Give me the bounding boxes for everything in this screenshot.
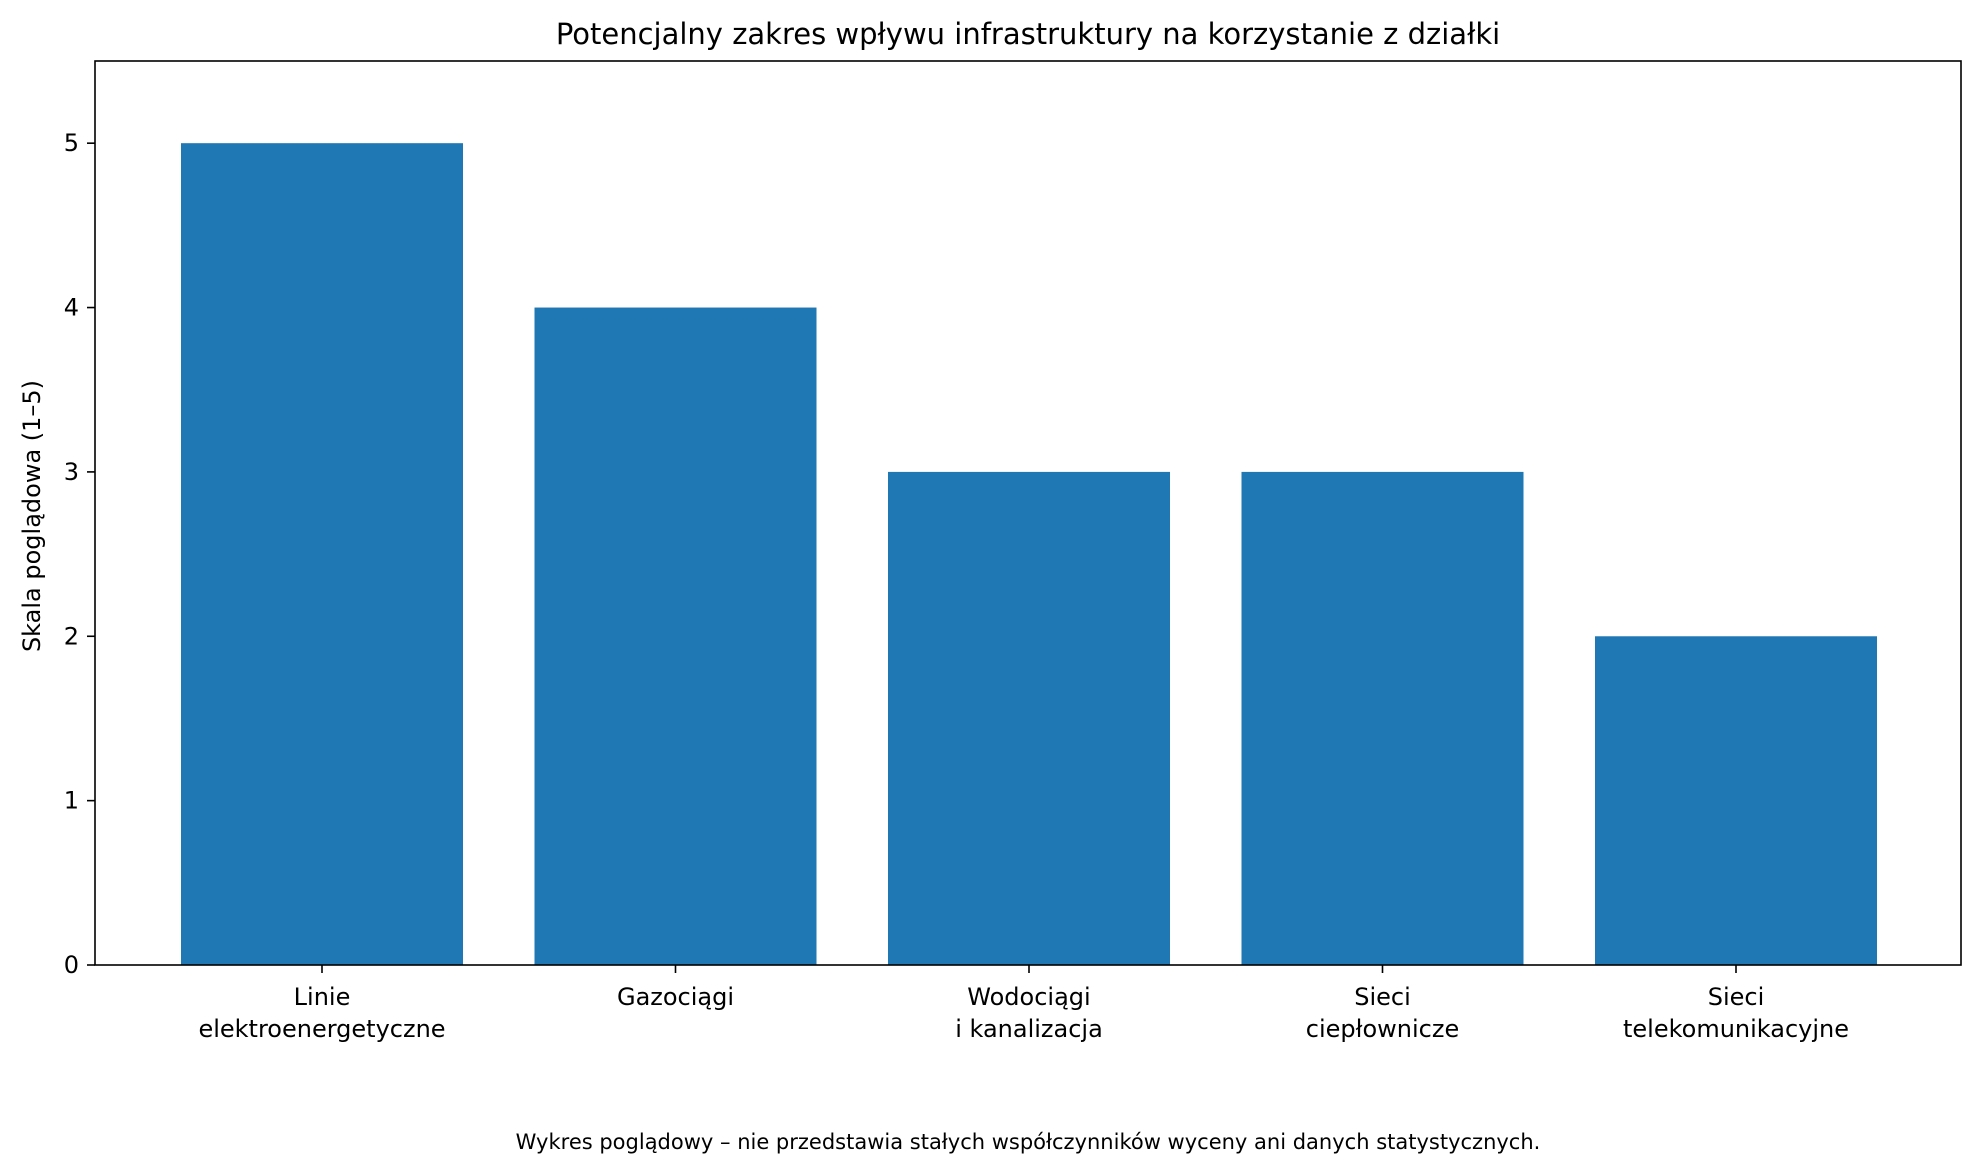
x-tick-label: Linie elektroenergetyczne xyxy=(198,983,445,1043)
x-tick-label-line: ciepłownicze xyxy=(1306,1015,1459,1043)
y-axis: 0 1 2 3 4 5 xyxy=(64,129,95,979)
x-tick-label-line: Gazociągi xyxy=(617,983,734,1011)
x-tick-label-line: telekomunikacyjne xyxy=(1623,1015,1849,1043)
x-tick-label: Sieci ciepłownicze xyxy=(1306,983,1459,1043)
chart-footnote: Wykres poglądowy – nie przedstawia stały… xyxy=(516,1130,1541,1154)
bar-4 xyxy=(1241,471,1524,965)
x-tick-label-line: Wodociągi xyxy=(967,983,1090,1011)
bar-1 xyxy=(181,143,463,965)
y-tick-label: 0 xyxy=(64,951,79,979)
x-tick-label: Sieci telekomunikacyjne xyxy=(1623,983,1849,1043)
bar-5 xyxy=(1595,636,1877,965)
chart-title: Potencjalny zakres wpływu infrastruktury… xyxy=(556,17,1500,51)
x-tick-label: Wodociągi i kanalizacja xyxy=(955,983,1103,1043)
x-tick-label-line: Linie xyxy=(294,983,351,1011)
y-tick-label: 3 xyxy=(64,458,79,486)
bar-3 xyxy=(888,471,1170,965)
y-tick-label: 2 xyxy=(64,622,79,650)
x-tick-label-line: i kanalizacja xyxy=(955,1015,1103,1043)
y-axis-label: Skala poglądowa (1–5) xyxy=(18,380,46,652)
y-tick-label: 1 xyxy=(64,787,79,815)
plot-frame xyxy=(94,60,1962,966)
x-tick-label-line: elektroenergetyczne xyxy=(198,1015,445,1043)
bars-layer xyxy=(181,143,1877,966)
x-tick-label-line: Sieci xyxy=(1708,983,1765,1011)
x-axis: Linie elektroenergetyczne Gazociągi Wodocią… xyxy=(198,965,1849,1043)
y-tick-label: 4 xyxy=(64,294,79,322)
x-tick-label: Gazociągi xyxy=(617,983,734,1011)
y-tick-label: 5 xyxy=(64,129,79,157)
bar-2 xyxy=(534,307,817,966)
x-tick-label-line: Sieci xyxy=(1354,983,1411,1011)
